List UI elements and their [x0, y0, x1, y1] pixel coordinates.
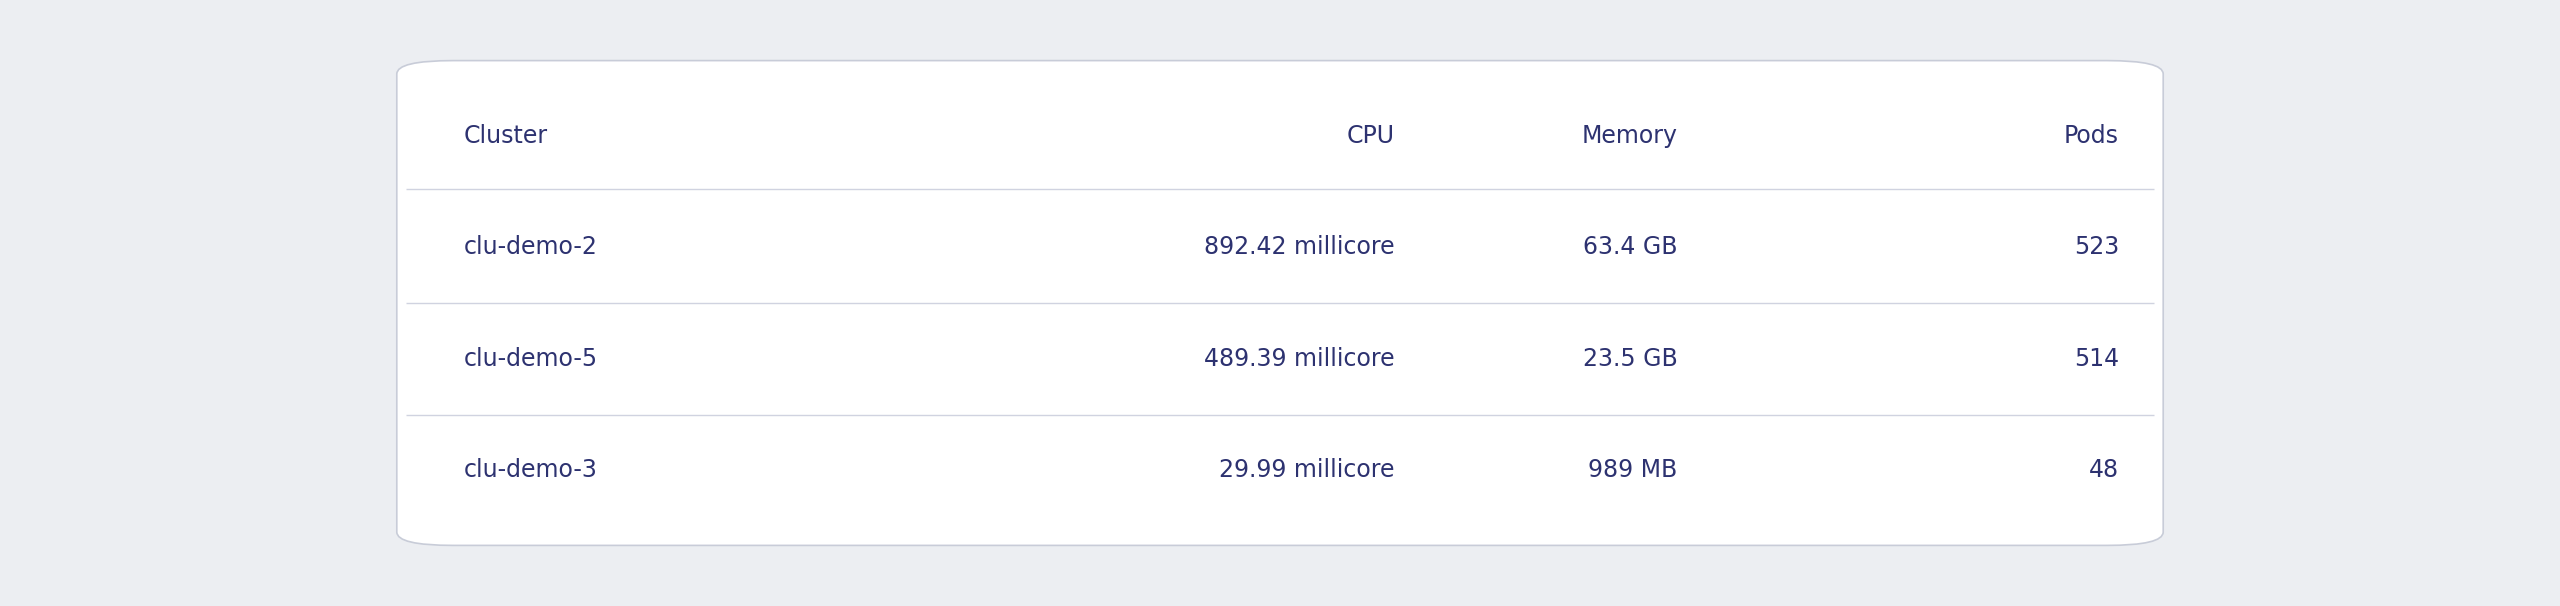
Text: clu-demo-5: clu-demo-5 [463, 347, 599, 371]
Text: Cluster: Cluster [463, 124, 548, 148]
Text: Memory: Memory [1582, 124, 1677, 148]
Text: 48: 48 [2089, 458, 2120, 482]
Text: Pods: Pods [2063, 124, 2120, 148]
Text: 63.4 GB: 63.4 GB [1582, 235, 1677, 259]
Text: clu-demo-3: clu-demo-3 [463, 458, 599, 482]
Text: clu-demo-2: clu-demo-2 [463, 235, 599, 259]
Text: 514: 514 [2074, 347, 2120, 371]
FancyBboxPatch shape [397, 61, 2163, 545]
Text: 989 MB: 989 MB [1587, 458, 1677, 482]
Text: 523: 523 [2074, 235, 2120, 259]
Text: CPU: CPU [1347, 124, 1395, 148]
Text: 23.5 GB: 23.5 GB [1582, 347, 1677, 371]
Text: 892.42 millicore: 892.42 millicore [1203, 235, 1395, 259]
Text: 29.99 millicore: 29.99 millicore [1219, 458, 1395, 482]
Text: 489.39 millicore: 489.39 millicore [1203, 347, 1395, 371]
